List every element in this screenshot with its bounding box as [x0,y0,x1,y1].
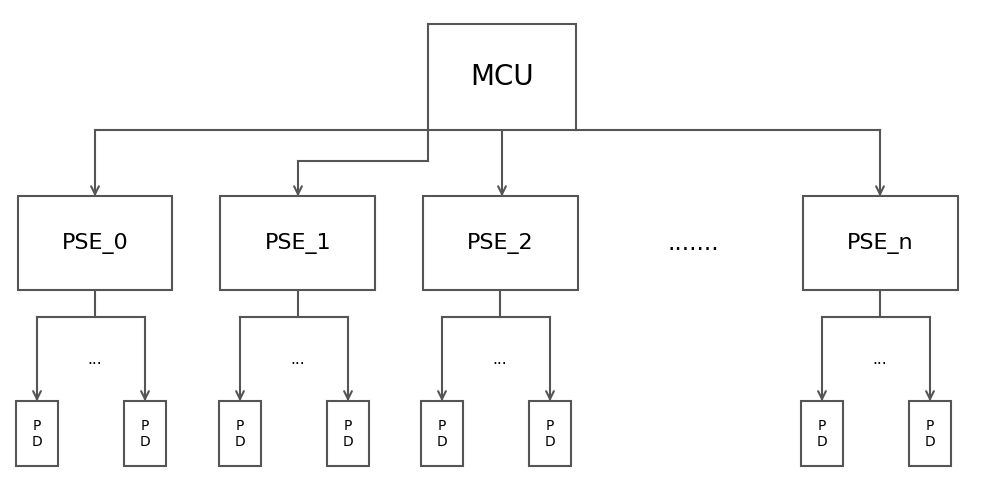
Text: P
D: P D [817,419,827,449]
Text: P
D: P D [343,419,353,449]
Bar [802,197,958,290]
Bar [219,401,261,467]
Text: ...: ... [493,351,507,367]
Bar [327,401,369,467]
Bar [801,401,843,467]
Bar [421,401,463,467]
Bar [220,197,375,290]
Text: P
D: P D [545,419,555,449]
Text: P
D: P D [32,419,42,449]
Text: ...: ... [873,351,887,367]
Bar [18,197,172,290]
Text: P
D: P D [140,419,150,449]
Text: P
D: P D [437,419,447,449]
Text: .......: ....... [667,231,719,255]
Bar [529,401,571,467]
Text: PSE_0: PSE_0 [62,233,128,254]
Text: ...: ... [291,351,305,367]
Bar [124,401,166,467]
Bar [422,197,578,290]
Text: PSE_1: PSE_1 [265,233,331,254]
Bar [16,401,58,467]
Text: P
D: P D [235,419,245,449]
Bar [428,24,576,130]
Text: PSE_2: PSE_2 [467,233,533,254]
Text: PSE_n: PSE_n [847,233,913,254]
Text: MCU: MCU [470,63,534,91]
Text: ...: ... [88,351,102,367]
Text: P
D: P D [925,419,935,449]
Bar [909,401,951,467]
